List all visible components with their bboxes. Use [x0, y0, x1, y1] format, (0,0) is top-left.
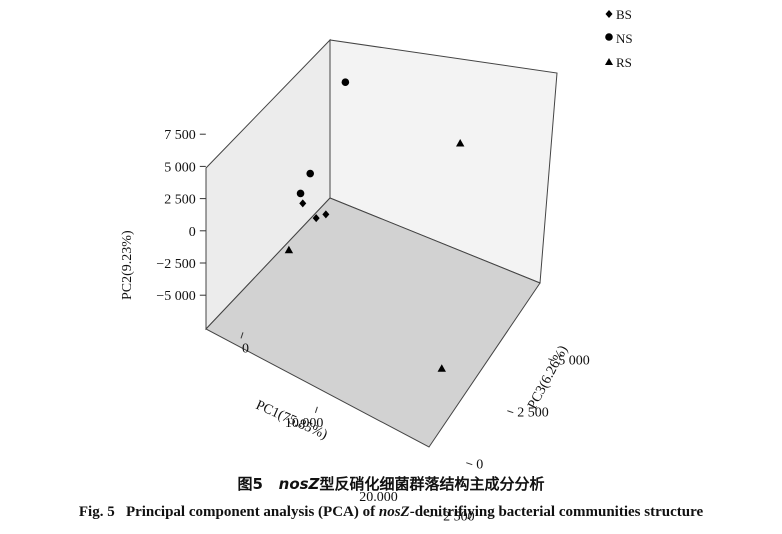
- legend: BS NS RS: [605, 7, 633, 70]
- point-bs: [312, 214, 320, 223]
- y-tick-label: 0: [189, 225, 196, 240]
- z-tick-mark: [425, 514, 432, 518]
- z-tick-label: 5 000: [558, 354, 590, 369]
- z-tick-label: 2 500: [517, 406, 549, 421]
- y-tick-label: 5 000: [164, 160, 196, 175]
- point-ns: [341, 78, 350, 86]
- legend-label-rs: RS: [616, 55, 632, 70]
- x-tick-label: 20.000: [359, 490, 398, 505]
- x-tick-label: 10.000: [285, 416, 324, 431]
- circle-marker-icon: [605, 33, 613, 41]
- floor-pane: [205, 197, 541, 448]
- caption-en-text: -denitrifiying bacterial communities str…: [409, 504, 704, 520]
- x-tick-mark: [389, 481, 393, 488]
- figure-caption-english: Fig. 5 Principal component analysis (PCA…: [0, 504, 782, 521]
- point-rs: [456, 139, 465, 147]
- caption-cn-text: 型反硝化细菌群落结构主成分分析: [319, 475, 545, 493]
- x-tick-mark: [240, 332, 244, 339]
- point-ns: [296, 189, 305, 198]
- point-rs: [284, 245, 294, 254]
- y-tick-label: 2 500: [164, 193, 196, 208]
- point-ns: [306, 169, 315, 178]
- z-tick-mark: [466, 462, 473, 466]
- legend-label-ns: NS: [616, 31, 633, 46]
- diamond-marker-icon: [605, 10, 613, 18]
- z-tick-label: 0: [476, 458, 483, 473]
- y-tick-label: −5 000: [156, 289, 195, 304]
- z-tick-label: −2 500: [435, 510, 474, 525]
- y-axis-label: PC2(9.23%): [120, 230, 135, 300]
- caption-en-gene: nosZ: [378, 504, 410, 520]
- legend-item-ns: NS: [605, 31, 633, 46]
- caption-cn-prefix: 图5: [237, 475, 263, 493]
- caption-cn-gene: nosZ: [278, 475, 320, 493]
- z-tick-mark: [507, 410, 514, 414]
- caption-en-prefix: Fig. 5 Principal component analysis (PCA…: [78, 504, 379, 520]
- z-axis-label: PC3(6.26%): [525, 343, 571, 412]
- x-tick-label: 0: [242, 341, 249, 356]
- point-bs: [299, 199, 307, 208]
- legend-item-rs: RS: [605, 55, 632, 70]
- axis-ticks: −5 000 −2 500 0 2 500 5 000 7 500 0 10.000 20.00…: [156, 128, 589, 524]
- z-tick-mark: [548, 358, 555, 362]
- y-tick-label: 7 500: [164, 128, 196, 143]
- point-bs: [322, 210, 330, 219]
- figure-caption-chinese: 图5 nosZ型反硝化细菌群落结构主成分分析: [0, 473, 782, 494]
- legend-label-bs: BS: [616, 7, 632, 22]
- legend-item-bs: BS: [605, 7, 632, 22]
- x-tick-mark: [314, 406, 318, 413]
- triangle-marker-icon: [605, 58, 613, 65]
- point-rs: [437, 364, 446, 372]
- data-points: [284, 78, 465, 372]
- y-tick-label: −2 500: [156, 257, 195, 272]
